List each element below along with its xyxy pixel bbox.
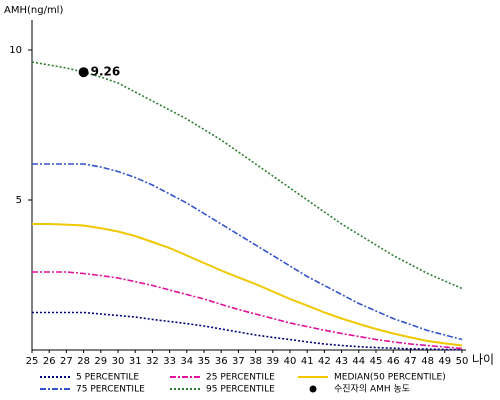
legend-label: MEDIAN(50 PERCENTILE)	[334, 373, 446, 383]
x-tick-label: 30	[112, 356, 125, 367]
x-axis-label: 나이	[472, 353, 494, 367]
x-tick-label: 48	[421, 356, 434, 367]
series-line	[32, 163, 463, 341]
x-tick-label: 25	[26, 356, 39, 367]
legend-marker	[309, 385, 317, 393]
point-label: 9.26	[91, 65, 121, 79]
x-tick-label: 47	[404, 356, 417, 367]
y-tick-label: 10	[9, 45, 22, 56]
x-tick-label: 29	[94, 356, 107, 367]
x-tick-label: 40	[284, 356, 297, 367]
x-tick-label: 44	[352, 356, 365, 367]
x-tick-label: 42	[318, 356, 331, 367]
x-tick-label: 37	[232, 356, 245, 367]
series-line	[32, 271, 463, 350]
series-line	[32, 223, 463, 347]
x-tick-label: 35	[198, 356, 211, 367]
series-line	[31, 61, 463, 290]
x-tick-label: 49	[438, 356, 451, 367]
x-tick-label: 43	[335, 356, 348, 367]
legend-label: 95 PERCENTILE	[206, 385, 275, 395]
x-tick-label: 38	[249, 356, 262, 367]
x-tick-label: 46	[387, 356, 400, 367]
series-line	[32, 311, 463, 351]
x-tick-label: 31	[129, 356, 142, 367]
x-tick-label: 36	[215, 356, 228, 367]
y-axis-label: AMH(ng/ml)	[4, 5, 63, 16]
legend-label: 수진자의 AMH 농도	[334, 384, 410, 395]
legend-label: 5 PERCENTILE	[76, 373, 139, 383]
x-tick-label: 50	[456, 356, 469, 367]
x-tick-label: 32	[146, 356, 159, 367]
legend-label: 75 PERCENTILE	[76, 385, 145, 395]
y-tick-label: 5	[16, 195, 22, 206]
x-tick-label: 39	[266, 356, 279, 367]
legend-label: 25 PERCENTILE	[206, 373, 275, 383]
x-tick-label: 33	[163, 356, 176, 367]
x-tick-label: 34	[180, 356, 193, 367]
x-tick-label: 28	[77, 356, 90, 367]
x-tick-label: 45	[370, 356, 383, 367]
x-tick-label: 26	[43, 356, 56, 367]
x-tick-label: 41	[301, 356, 314, 367]
x-tick-label: 27	[60, 356, 73, 367]
patient-point	[78, 67, 89, 78]
